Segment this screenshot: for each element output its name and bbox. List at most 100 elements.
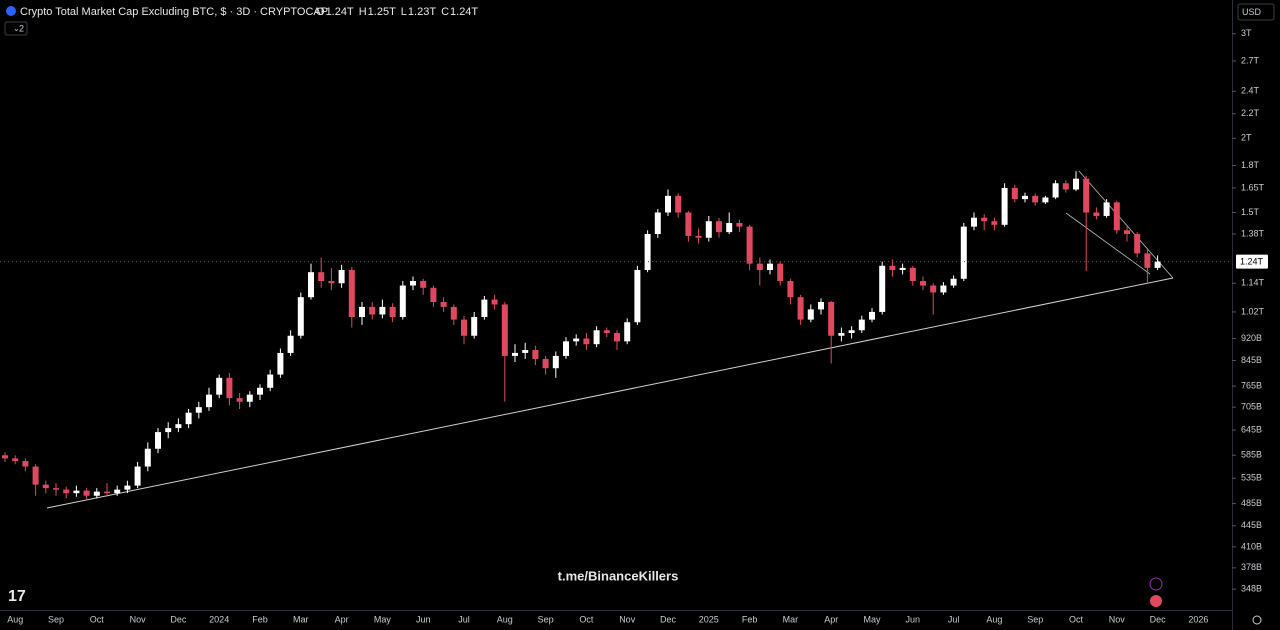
x-tick-label: Nov: [1109, 614, 1126, 624]
candle-body: [899, 267, 906, 271]
candle-body: [1062, 183, 1069, 190]
candle-body: [12, 458, 19, 462]
y-tick-label: 585B: [1241, 450, 1262, 460]
candle-body: [440, 302, 447, 307]
candle-body: [104, 491, 110, 494]
candle-body: [369, 306, 376, 315]
candle-body: [583, 338, 590, 345]
candle-body: [950, 278, 957, 286]
candle-body: [216, 377, 223, 395]
x-tick-label: Dec: [660, 614, 677, 624]
candle-body: [746, 226, 753, 264]
y-tick-label: 1.8T: [1241, 160, 1260, 170]
candle-body: [736, 223, 743, 227]
candle-body: [1073, 178, 1079, 190]
ohlc-letter: L: [401, 6, 407, 18]
candle-body: [920, 280, 926, 286]
candle-body: [348, 270, 355, 318]
y-tick-label: 378B: [1241, 562, 1262, 572]
candle-body: [134, 466, 141, 486]
candle-body: [614, 332, 620, 342]
candle-body: [246, 394, 253, 402]
candle-body: [22, 461, 29, 467]
y-tick-label: 348B: [1241, 584, 1262, 594]
x-tick-label: Jun: [416, 614, 431, 624]
x-tick-label: Jul: [948, 614, 960, 624]
flag-icon[interactable]: [1150, 595, 1162, 607]
candle-body: [542, 358, 549, 369]
ohlc-value: 1.24T: [450, 6, 478, 18]
settings-icon[interactable]: [1252, 615, 1262, 625]
ohlc-value: 1.23T: [408, 6, 436, 18]
y-tick-label: 645B: [1241, 424, 1262, 434]
candle-body: [603, 330, 610, 333]
y-tick-label: 2.2T: [1241, 108, 1260, 118]
y-tick-label: 2.4T: [1241, 86, 1260, 96]
candle-body: [532, 349, 539, 359]
candle-body: [1103, 202, 1110, 216]
y-tick-label: 1.65T: [1241, 182, 1265, 192]
candle-body: [1144, 253, 1151, 268]
x-tick-label: Sep: [1027, 614, 1043, 624]
candle-body: [267, 374, 274, 388]
candle-body: [461, 319, 467, 336]
x-tick-label: Nov: [130, 614, 147, 624]
candle-body: [981, 217, 988, 222]
x-tick-label: Jul: [458, 614, 470, 624]
x-tick-label: Jun: [906, 614, 921, 624]
last-price-tag: [1236, 254, 1268, 269]
candle-body: [654, 212, 661, 234]
candle-body: [226, 377, 233, 399]
x-tick-label: Aug: [497, 614, 513, 624]
ohlc-value: 1.24T: [326, 6, 354, 18]
candle-body: [399, 285, 406, 318]
y-tick-label: 445B: [1241, 520, 1262, 530]
y-tick-label: 705B: [1241, 402, 1262, 412]
x-tick-label: Apr: [335, 614, 349, 624]
symbol-icon: [6, 6, 16, 16]
candle-body: [644, 233, 651, 271]
candle-body: [889, 265, 896, 271]
x-tick-label: Dec: [1150, 614, 1167, 624]
candle-body: [287, 335, 294, 353]
candle-body: [257, 387, 263, 395]
candle-body: [879, 265, 886, 312]
candle-body: [450, 306, 457, 320]
candle-body: [960, 226, 967, 279]
candle-body: [206, 394, 212, 408]
candle-body: [767, 263, 773, 271]
alert-icon[interactable]: [1149, 577, 1163, 591]
candle-body: [1113, 202, 1120, 231]
ohlc-letter: O: [316, 6, 325, 18]
candle-body: [573, 338, 580, 342]
candle-body: [695, 235, 702, 238]
x-tick-label: Aug: [986, 614, 1002, 624]
last-price-label: 1.24T: [1240, 256, 1264, 266]
candle-body: [63, 489, 70, 494]
candles: [2, 171, 1161, 500]
candle-body: [1154, 261, 1161, 268]
x-tick-label: May: [374, 614, 392, 624]
candle-body: [971, 217, 977, 227]
candle-body: [297, 297, 304, 336]
x-tick-label: 2024: [209, 614, 229, 624]
candle-body: [828, 302, 835, 336]
candle-body: [726, 223, 733, 233]
ohlc-letter: C: [441, 6, 449, 18]
tv-logo: 17: [8, 588, 26, 605]
candle-body: [185, 412, 192, 425]
candle-body: [1083, 178, 1090, 213]
candle-body: [471, 317, 478, 336]
y-tick-label: 765B: [1241, 380, 1262, 390]
y-tick-label: 1.14T: [1241, 278, 1265, 288]
candle-body: [838, 332, 845, 336]
indicator-toggle[interactable]: [4, 21, 28, 36]
x-tick-label: Apr: [824, 614, 838, 624]
currency-button[interactable]: [1237, 3, 1275, 21]
candle-body: [705, 221, 712, 238]
candle-body: [1022, 195, 1028, 200]
y-tick-label: 535B: [1241, 473, 1262, 483]
candle-body: [318, 272, 325, 281]
candle-body: [175, 424, 182, 429]
candle-body: [930, 285, 937, 293]
